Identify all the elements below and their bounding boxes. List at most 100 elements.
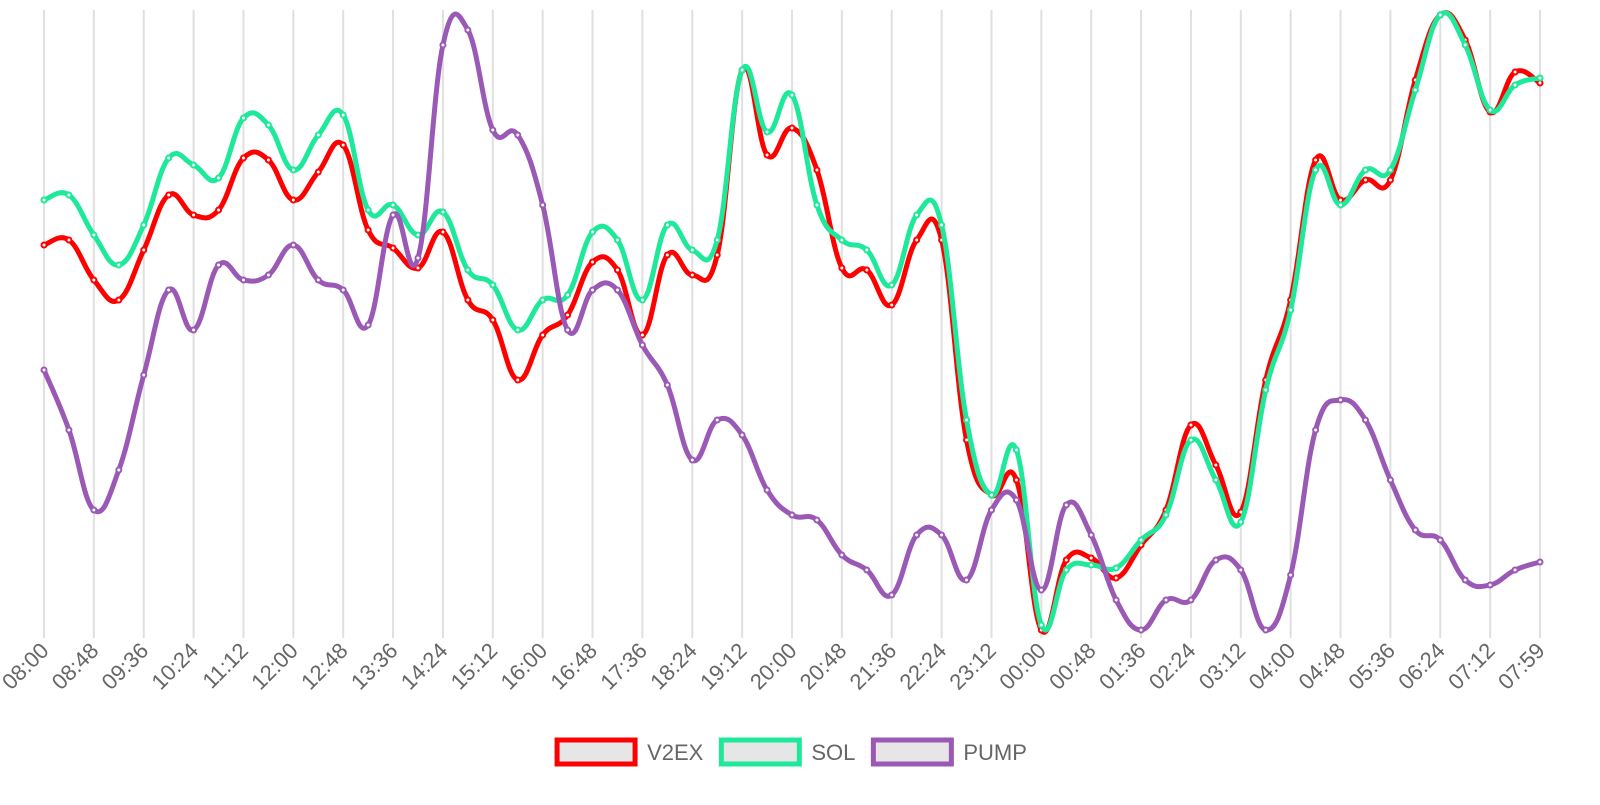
x-tick-label: 00:00 xyxy=(994,638,1051,695)
point xyxy=(1137,536,1145,544)
point xyxy=(813,166,821,174)
point xyxy=(1087,531,1095,539)
x-tick-label: 11:12 xyxy=(198,638,253,693)
point xyxy=(613,286,621,294)
point xyxy=(215,206,223,214)
point xyxy=(589,228,597,236)
point xyxy=(489,316,497,324)
legend-label: SOL xyxy=(811,740,855,765)
point xyxy=(514,131,522,139)
point xyxy=(389,201,397,209)
point xyxy=(1511,566,1519,574)
point xyxy=(713,416,721,424)
point xyxy=(1386,176,1394,184)
legend-swatch xyxy=(870,737,954,767)
point xyxy=(439,208,447,216)
point xyxy=(514,326,522,334)
point xyxy=(414,254,422,262)
x-tick-label: 03:12 xyxy=(1194,638,1251,695)
x-tick-label: 20:48 xyxy=(795,638,852,695)
x-tick-label: 15:12 xyxy=(446,638,503,695)
point xyxy=(713,251,721,259)
point xyxy=(987,506,995,514)
point xyxy=(1062,501,1070,509)
point xyxy=(1411,86,1419,94)
series xyxy=(40,11,1544,634)
point xyxy=(215,261,223,269)
point xyxy=(1361,416,1369,424)
point xyxy=(264,156,272,164)
point xyxy=(489,281,497,289)
point xyxy=(539,201,547,209)
legend-swatch xyxy=(718,737,802,767)
point xyxy=(1062,556,1070,564)
point xyxy=(90,276,98,284)
point xyxy=(589,286,597,294)
point xyxy=(1212,476,1220,484)
point xyxy=(314,131,322,139)
x-tick-label: 06:24 xyxy=(1393,638,1450,695)
point xyxy=(1187,596,1195,604)
point xyxy=(1062,566,1070,574)
point xyxy=(239,276,247,284)
point xyxy=(1162,596,1170,604)
point xyxy=(1012,476,1020,484)
point xyxy=(464,26,472,34)
x-tick-label: 07:12 xyxy=(1443,638,1500,695)
point xyxy=(663,251,671,259)
point xyxy=(514,376,522,384)
point xyxy=(239,154,247,162)
x-tick-label: 19:12 xyxy=(695,638,752,695)
point xyxy=(888,301,896,309)
point xyxy=(1037,621,1045,629)
point xyxy=(838,264,846,272)
point xyxy=(663,381,671,389)
point xyxy=(963,576,971,584)
point xyxy=(414,264,422,272)
point xyxy=(1511,68,1519,76)
legend-swatch xyxy=(554,737,638,767)
point xyxy=(1112,574,1120,582)
point xyxy=(40,196,48,204)
point xyxy=(888,591,896,599)
legend-label: PUMP xyxy=(963,740,1027,765)
point xyxy=(190,211,198,219)
point xyxy=(813,201,821,209)
point xyxy=(389,211,397,219)
point xyxy=(264,121,272,129)
point xyxy=(1361,166,1369,174)
point xyxy=(688,271,696,279)
point xyxy=(115,261,123,269)
point xyxy=(1287,571,1295,579)
x-tick-label: 16:00 xyxy=(496,638,553,695)
point xyxy=(963,416,971,424)
point xyxy=(140,371,148,379)
point xyxy=(1386,476,1394,484)
point xyxy=(165,286,173,294)
point xyxy=(688,246,696,254)
point xyxy=(1511,81,1519,89)
point xyxy=(364,226,372,234)
point xyxy=(115,296,123,304)
point xyxy=(165,191,173,199)
x-tick-label: 18:24 xyxy=(645,638,702,695)
legend-label: V2EX xyxy=(647,740,704,765)
x-tick-label: 09:36 xyxy=(97,638,154,695)
x-tick-label: 17:36 xyxy=(595,638,652,695)
point xyxy=(40,241,48,249)
point xyxy=(489,126,497,134)
point xyxy=(339,111,347,119)
x-tick-label: 01:36 xyxy=(1094,638,1151,695)
point xyxy=(1536,74,1544,82)
point xyxy=(987,491,995,499)
point xyxy=(1436,536,1444,544)
point xyxy=(1361,176,1369,184)
point xyxy=(1012,496,1020,504)
point xyxy=(913,211,921,219)
point xyxy=(1337,201,1345,209)
point xyxy=(1212,556,1220,564)
x-tick-label: 10:24 xyxy=(147,638,204,695)
point xyxy=(788,91,796,99)
point xyxy=(140,246,148,254)
